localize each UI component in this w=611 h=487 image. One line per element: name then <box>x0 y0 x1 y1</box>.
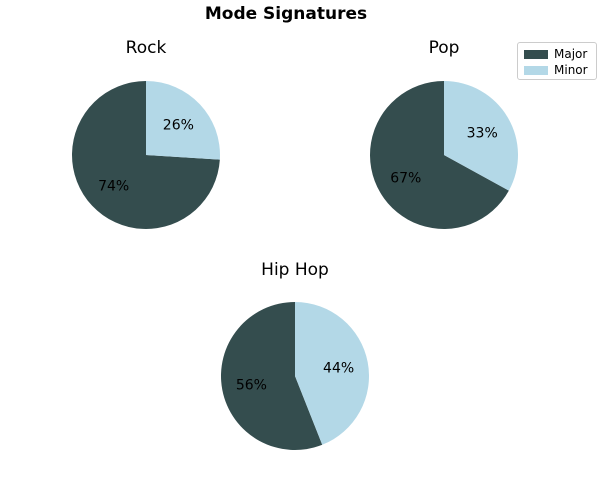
pop-title: Pop <box>429 38 460 58</box>
pop-label-major: 67% <box>390 171 421 187</box>
legend-swatch-major <box>524 49 548 59</box>
hip-hop-slice-minor <box>295 302 369 445</box>
rock-title: Rock <box>126 38 167 58</box>
legend: Major Minor <box>517 42 597 80</box>
rock-slice-minor <box>146 81 220 160</box>
legend-swatch-minor <box>524 65 548 75</box>
rock-label-major: 74% <box>98 178 129 194</box>
hip-hop-slice-major <box>220 302 323 451</box>
pop-slice-major <box>370 81 509 229</box>
hip-hop-label-minor: 44% <box>323 361 354 377</box>
pop-label-minor: 33% <box>467 125 498 141</box>
legend-label-minor: Minor <box>554 63 588 77</box>
rock-label-minor: 26% <box>163 118 194 134</box>
figure-title: Mode Signatures <box>204 4 368 24</box>
legend-entry-minor: Minor <box>524 62 596 78</box>
pop-slice-minor <box>444 81 518 191</box>
hip-hop-label-major: 56% <box>236 377 267 393</box>
rock-slice-major <box>71 81 220 229</box>
hip-hop-title: Hip Hop <box>261 260 329 280</box>
legend-entry-major: Major <box>524 46 596 62</box>
legend-label-major: Major <box>554 47 588 61</box>
